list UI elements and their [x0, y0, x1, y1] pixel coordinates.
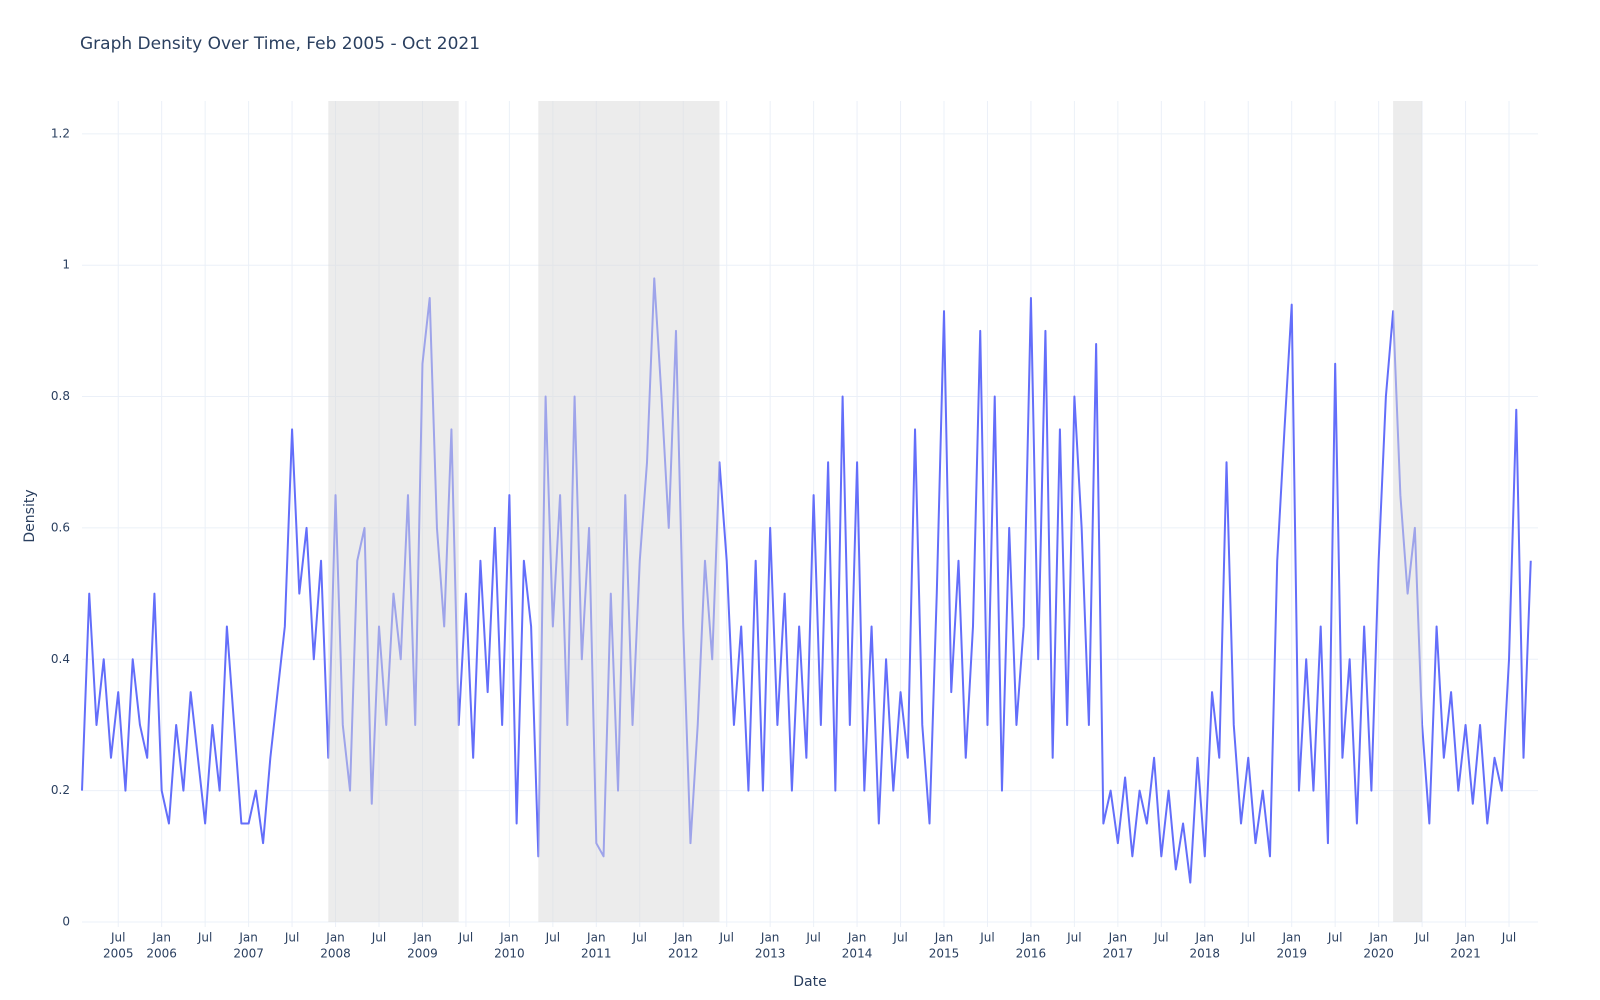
y-tick-label: 0.4	[51, 652, 70, 666]
x-tick-label: Jan	[673, 931, 693, 945]
x-tick-year: 2016	[1016, 947, 1047, 961]
x-tick-year: 2007	[233, 947, 264, 961]
chart-title: Graph Density Over Time, Feb 2005 - Oct …	[80, 34, 480, 54]
x-tick-year: 2006	[146, 947, 177, 961]
x-tick-year: 2018	[1190, 947, 1221, 961]
x-tick-label: Jul	[284, 931, 299, 945]
y-tick-label: 0.8	[51, 389, 70, 403]
x-tick-label: Jul	[197, 931, 212, 945]
x-tick-label: Jan	[586, 931, 606, 945]
x-tick-year: 2019	[1276, 947, 1307, 961]
x-tick-label: Jul	[805, 931, 820, 945]
y-tick-label: 1.2	[51, 126, 70, 140]
x-tick-label: Jul	[1153, 931, 1168, 945]
x-tick-label: Jul	[1240, 931, 1255, 945]
x-tick-label: Jul	[1414, 931, 1429, 945]
x-tick-label: Jan	[1455, 931, 1475, 945]
x-tick-label: Jul	[1501, 931, 1516, 945]
x-tick-label: Jul	[1327, 931, 1342, 945]
data-line	[81, 277, 1532, 884]
x-tick-label: Jul	[458, 931, 473, 945]
x-tick-label: Jan	[1195, 931, 1215, 945]
x-tick-label: Jan	[325, 931, 345, 945]
x-tick-year: 2012	[668, 947, 699, 961]
x-tick-year: 2010	[494, 947, 525, 961]
x-tick-label: Jul	[1066, 931, 1081, 945]
y-tick-label: 0	[62, 915, 70, 929]
x-tick-label: Jan	[412, 931, 432, 945]
x-tick-label: Jan	[847, 931, 867, 945]
x-tick-label: Jan	[238, 931, 258, 945]
x-tick-label: Jan	[1108, 931, 1128, 945]
x-tick-year: 2020	[1363, 947, 1394, 961]
x-tick-year: 2005	[103, 947, 134, 961]
x-tick-label: Jan	[934, 931, 954, 945]
y-tick-label: 1	[62, 258, 70, 272]
x-axis-title: Date	[793, 974, 826, 990]
x-tick-label: Jul	[718, 931, 733, 945]
x-tick-year: 2009	[407, 947, 438, 961]
x-tick-label: Jan	[499, 931, 519, 945]
x-tick-label: Jan	[1281, 931, 1301, 945]
y-tick-label: 0.6	[51, 520, 70, 534]
x-tick-label: Jan	[151, 931, 171, 945]
x-tick-year: 2015	[929, 947, 960, 961]
y-axis-title: Density	[22, 489, 38, 542]
x-tick-year: 2017	[1103, 947, 1134, 961]
x-tick-label: Jul	[110, 931, 125, 945]
x-tick-year: 2014	[842, 947, 873, 961]
x-tick-label: Jul	[371, 931, 386, 945]
y-tick-label: 0.2	[51, 783, 70, 797]
shaded-period	[538, 101, 720, 922]
x-tick-label: Jul	[892, 931, 907, 945]
x-tick-label: Jan	[1368, 931, 1388, 945]
x-tick-year: 2008	[320, 947, 351, 961]
shaded-period	[1393, 101, 1423, 922]
x-tick-year: 2011	[581, 947, 612, 961]
x-tick-label: Jul	[979, 931, 994, 945]
x-tick-label: Jul	[545, 931, 560, 945]
x-tick-label: Jan	[760, 931, 780, 945]
shaded-period	[328, 101, 459, 922]
x-tick-year: 2021	[1450, 947, 1481, 961]
x-tick-label: Jul	[632, 931, 647, 945]
x-tick-label: Jan	[1021, 931, 1041, 945]
x-tick-year: 2013	[755, 947, 786, 961]
